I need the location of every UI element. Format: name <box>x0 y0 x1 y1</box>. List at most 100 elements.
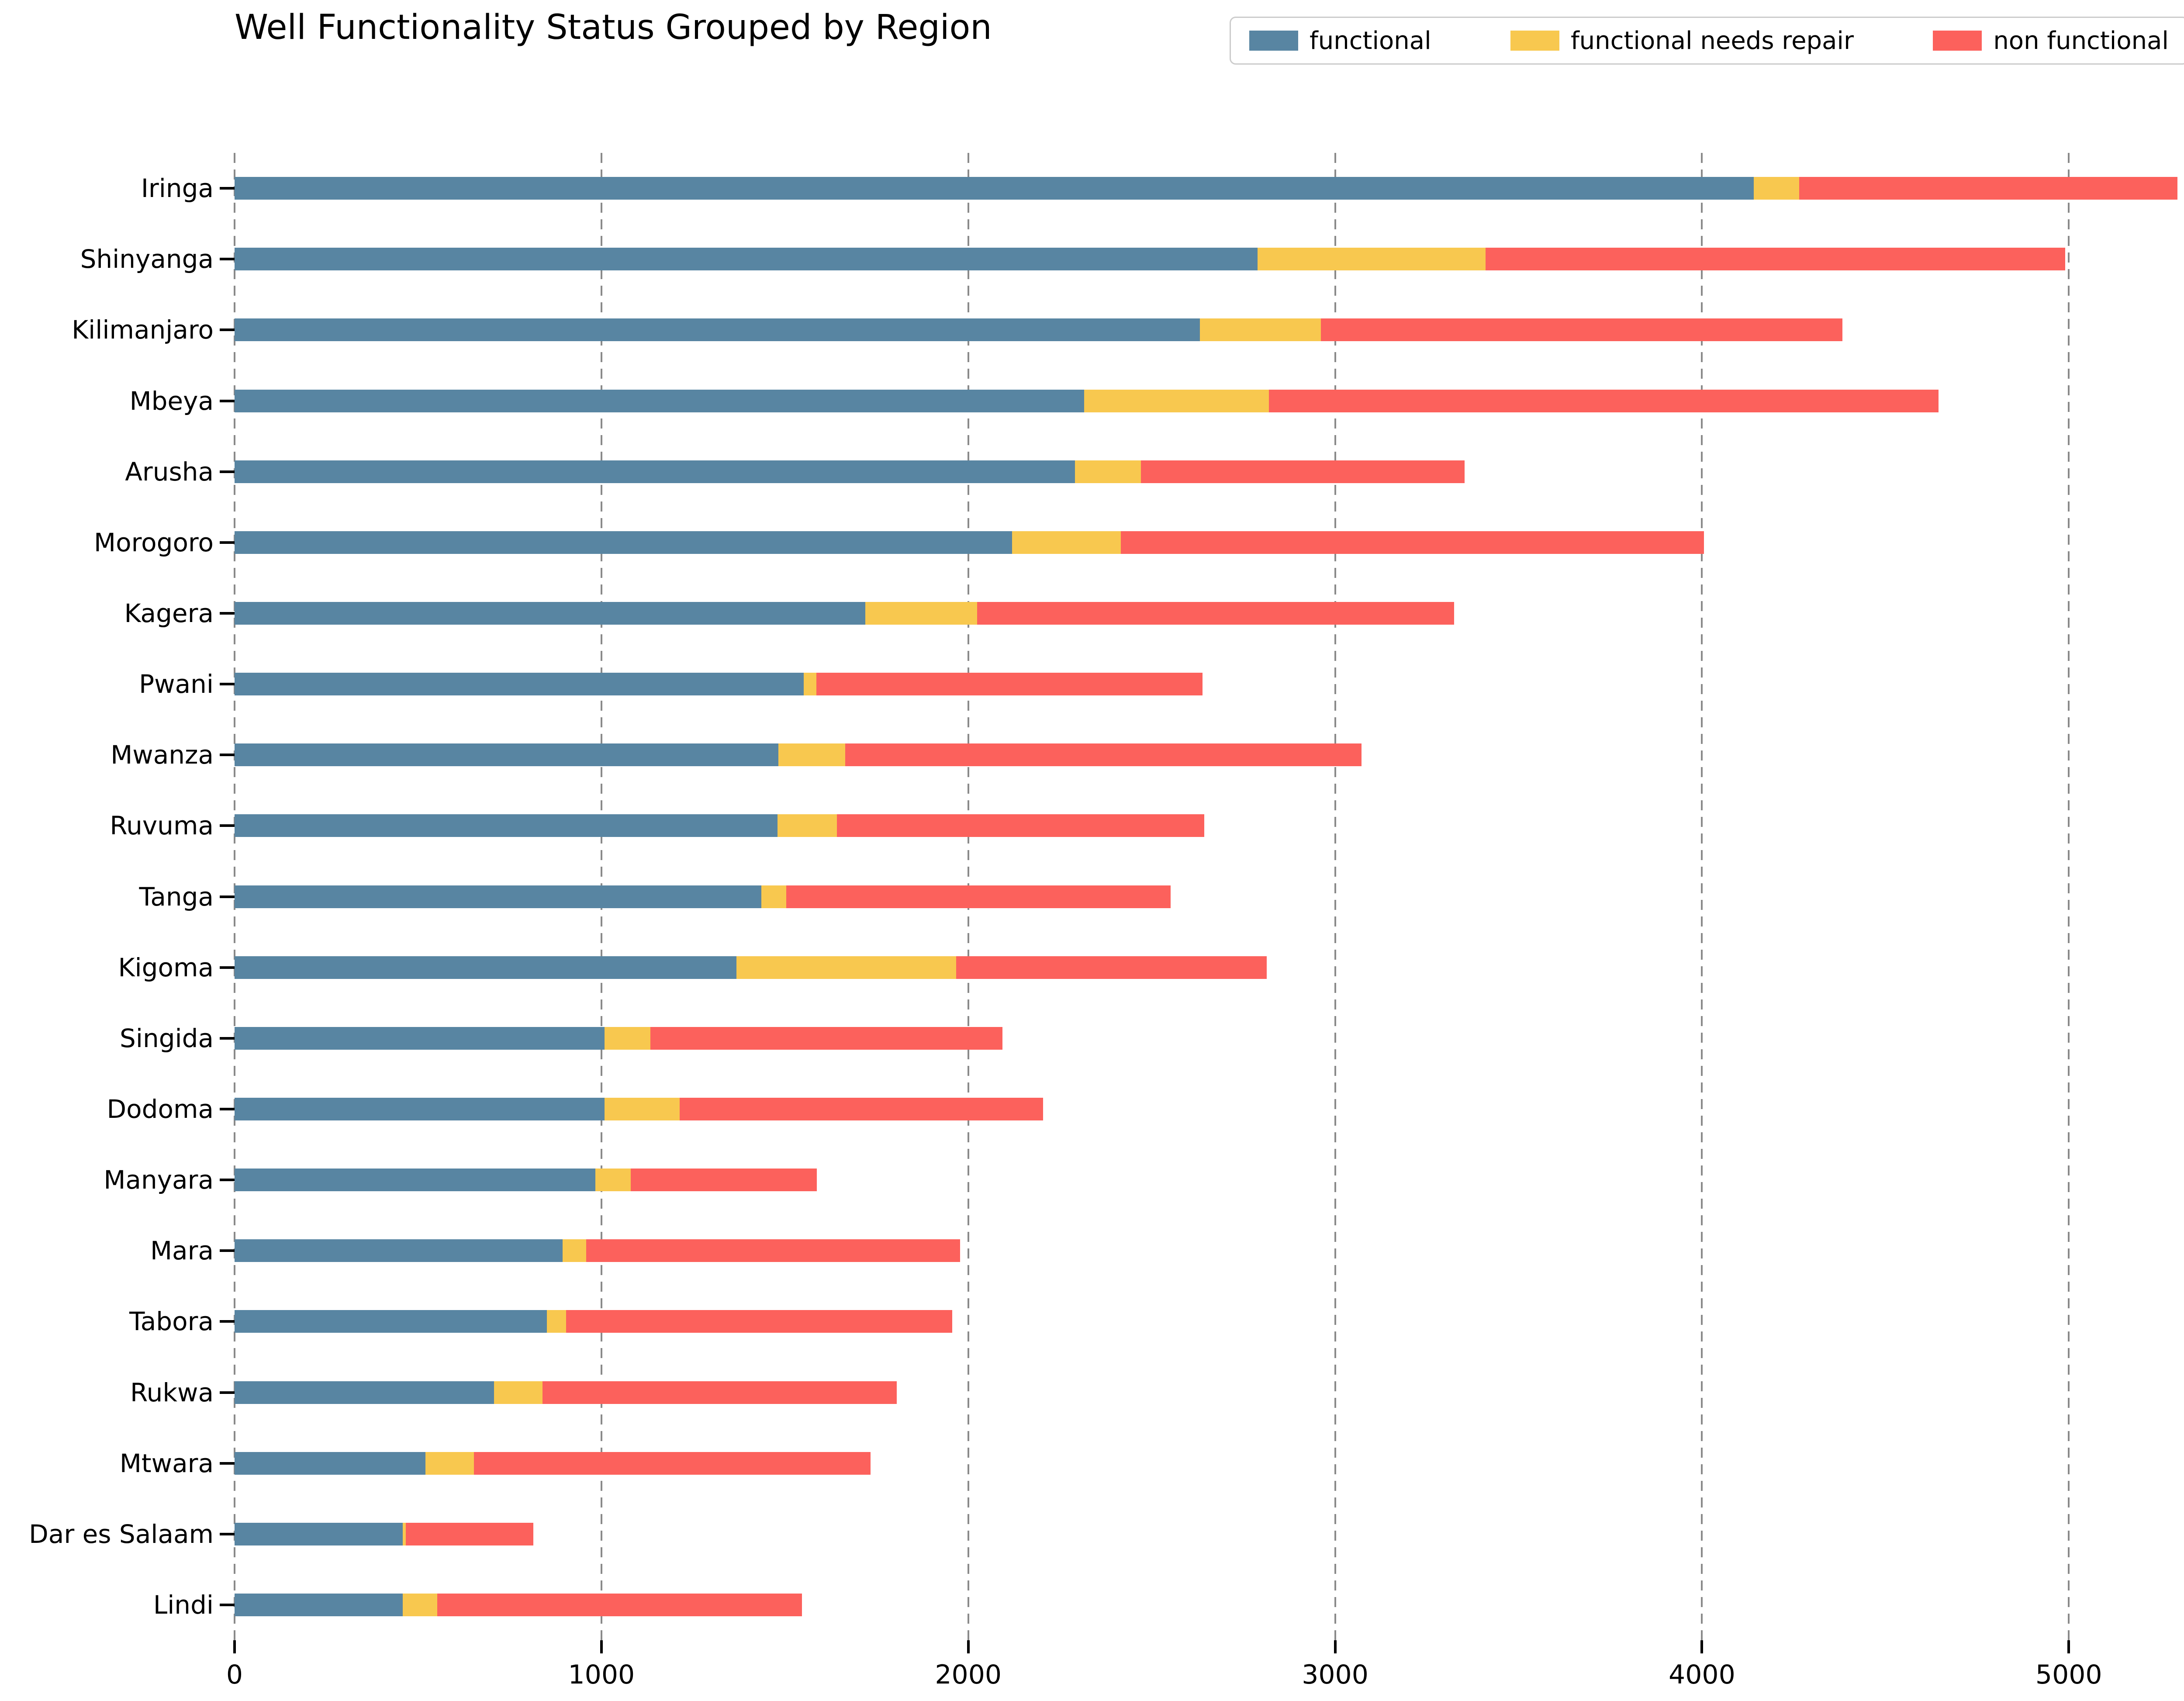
bar-row-morogoro <box>235 531 2184 554</box>
bar-segment-functional-ruvuma <box>235 814 778 837</box>
bar-segment-functional-needs-repair-arusha <box>1075 460 1141 483</box>
bar-row-shinyanga <box>235 248 2184 271</box>
bar-row-rukwa <box>235 1381 2184 1404</box>
bar-segment-functional-needs-repair-pwani <box>803 673 816 696</box>
bar-row-mbeya <box>235 389 2184 412</box>
y-axis-label-mbeya: Mbeya <box>129 386 214 416</box>
y-axis-label-kilimanjaro: Kilimanjaro <box>72 315 214 345</box>
bar-row-iringa <box>235 177 2184 200</box>
y-axis-label-ruvuma: Ruvuma <box>110 811 214 841</box>
x-axis-label-5000: 5000 <box>2035 1660 2102 1690</box>
x-axis-label-4000: 4000 <box>1669 1660 1735 1690</box>
bar-segment-functional-tanga <box>235 885 762 908</box>
bar-segment-non-functional-morogoro <box>1121 531 1704 554</box>
y-axis-tick-mbeya <box>220 399 235 402</box>
legend-swatch-functional <box>1249 31 1298 51</box>
x-axis-tick-3000 <box>1334 1640 1337 1653</box>
bar-row-tanga <box>235 885 2184 908</box>
bar-segment-non-functional-mbeya <box>1269 389 1939 412</box>
y-axis-tick-morogoro <box>220 541 235 544</box>
legend: functional functional needs repair non f… <box>1230 17 2184 65</box>
bar-segment-functional-rukwa <box>235 1381 494 1404</box>
y-axis-tick-ruvuma <box>220 824 235 827</box>
bar-segment-functional-needs-repair-mtwara <box>425 1452 474 1475</box>
bar-row-mara <box>235 1239 2184 1262</box>
bar-segment-non-functional-kigoma <box>956 956 1267 979</box>
bar-segment-functional-dodoma <box>235 1097 605 1120</box>
gridline-x-3000 <box>1334 153 1336 1640</box>
bar-row-arusha <box>235 460 2184 483</box>
bar-segment-non-functional-arusha <box>1141 460 1465 483</box>
bar-segment-non-functional-manyara <box>631 1169 817 1192</box>
y-axis-tick-kigoma <box>220 966 235 969</box>
bar-segment-functional-needs-repair-kilimanjaro <box>1199 318 1321 342</box>
bar-segment-functional-needs-repair-kagera <box>865 602 977 625</box>
bar-segment-functional-needs-repair-kigoma <box>736 956 956 979</box>
y-axis-tick-lindi <box>220 1603 235 1606</box>
legend-label-non-functional: non functional <box>1993 26 2169 55</box>
bar-segment-functional-lindi <box>235 1593 403 1616</box>
y-axis-tick-singida <box>220 1037 235 1040</box>
bar-segment-functional-needs-repair-singida <box>605 1027 651 1050</box>
y-axis-label-dodoma: Dodoma <box>107 1094 214 1124</box>
bar-row-kagera <box>235 602 2184 625</box>
y-axis-tick-pwani <box>220 683 235 686</box>
y-axis-tick-dar-es-salaam <box>220 1532 235 1535</box>
bar-segment-functional-needs-repair-dodoma <box>605 1097 680 1120</box>
gridline-x-5000 <box>2068 153 2070 1640</box>
x-axis-label-1000: 1000 <box>568 1660 635 1690</box>
y-axis-tick-kagera <box>220 612 235 615</box>
bar-segment-non-functional-dodoma <box>679 1097 1044 1120</box>
y-axis-label-iringa: Iringa <box>141 173 214 204</box>
bar-segment-non-functional-iringa <box>1799 177 2177 200</box>
bar-segment-functional-manyara <box>235 1169 595 1192</box>
y-axis-label-mwanza: Mwanza <box>111 740 214 770</box>
legend-label-functional: functional <box>1310 26 1431 55</box>
y-axis-tick-rukwa <box>220 1391 235 1394</box>
bar-segment-non-functional-kagera <box>977 602 1454 625</box>
y-axis-label-mara: Mara <box>150 1236 214 1266</box>
y-axis-tick-manyara <box>220 1179 235 1182</box>
y-axis-tick-mtwara <box>220 1462 235 1465</box>
y-axis-label-dar-es-salaam: Dar es Salaam <box>29 1519 214 1549</box>
bar-row-dodoma <box>235 1097 2184 1120</box>
bar-segment-non-functional-mwanza <box>845 743 1362 767</box>
legend-swatch-functional-needs-repair <box>1510 31 1559 51</box>
bar-row-singida <box>235 1027 2184 1050</box>
legend-swatch-non-functional <box>1933 31 1982 51</box>
bar-segment-non-functional-lindi <box>437 1593 802 1616</box>
y-axis-label-kagera: Kagera <box>124 598 214 628</box>
x-axis-tick-2000 <box>967 1640 970 1653</box>
gridline-x-4000 <box>1701 153 1703 1640</box>
bar-segment-functional-needs-repair-morogoro <box>1012 531 1121 554</box>
bar-segment-non-functional-mara <box>586 1239 961 1262</box>
bar-segment-functional-needs-repair-rukwa <box>494 1381 543 1404</box>
bar-row-tabora <box>235 1310 2184 1333</box>
bar-row-kilimanjaro <box>235 318 2184 342</box>
bar-segment-functional-needs-repair-shinyanga <box>1258 248 1486 271</box>
bar-row-kigoma <box>235 956 2184 979</box>
x-axis-tick-4000 <box>1700 1640 1704 1653</box>
bar-segment-functional-needs-repair-manyara <box>595 1169 631 1192</box>
bar-segment-functional-kagera <box>235 602 865 625</box>
bar-segment-functional-mwanza <box>235 743 778 767</box>
y-axis-tick-dodoma <box>220 1107 235 1110</box>
x-axis-tick-1000 <box>600 1640 603 1653</box>
bar-segment-functional-kigoma <box>235 956 736 979</box>
bar-segment-non-functional-singida <box>650 1027 1002 1050</box>
x-axis-tick-5000 <box>2067 1640 2070 1653</box>
bar-segment-functional-mara <box>235 1239 563 1262</box>
bar-segment-non-functional-dar-es-salaam <box>406 1522 534 1545</box>
y-axis-label-manyara: Manyara <box>104 1165 214 1195</box>
legend-item-non-functional: non functional <box>1933 27 2169 55</box>
bar-row-ruvuma <box>235 814 2184 837</box>
legend-item-functional-needs-repair: functional needs repair <box>1510 27 1854 55</box>
bar-segment-functional-needs-repair-tanga <box>761 885 787 908</box>
y-axis-tick-mara <box>220 1249 235 1252</box>
bar-segment-functional-dar-es-salaam <box>235 1522 403 1545</box>
y-axis-label-pwani: Pwani <box>139 669 214 699</box>
y-axis-label-rukwa: Rukwa <box>130 1377 214 1407</box>
bar-segment-functional-mtwara <box>235 1452 425 1475</box>
bar-segment-functional-needs-repair-iringa <box>1753 177 1799 200</box>
